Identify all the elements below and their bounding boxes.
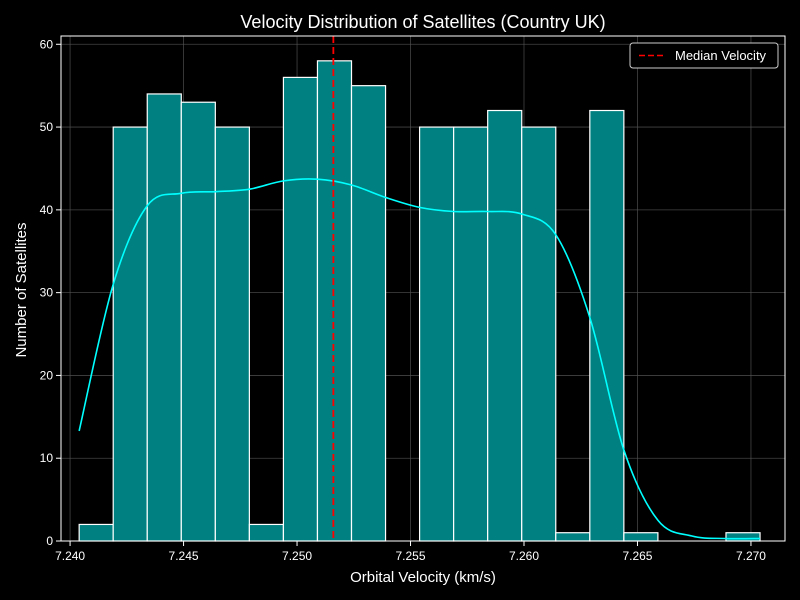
x-tick-label: 7.270 — [736, 549, 766, 563]
legend-box — [629, 42, 779, 69]
histogram-bar — [214, 126, 250, 542]
axes-frame — [60, 35, 786, 542]
histogram-bar — [555, 532, 591, 542]
histogram-bar — [112, 126, 148, 542]
kde-curve — [78, 178, 761, 540]
x-tick-label: 7.260 — [509, 549, 539, 563]
y-tick-label: 0 — [46, 534, 53, 548]
chart-title: Velocity Distribution of Satellites (Cou… — [240, 12, 605, 32]
y-axis-ticks: 0 10 20 30 40 50 60 — [40, 37, 61, 548]
x-tick-label: 7.245 — [169, 549, 199, 563]
y-tick-label: 10 — [40, 451, 54, 465]
histogram-bar — [521, 126, 557, 542]
histogram-bar — [180, 101, 216, 542]
legend: Median Velocity — [629, 42, 779, 69]
histogram-bars — [78, 60, 761, 542]
x-tick-label: 7.255 — [396, 549, 426, 563]
kde-line — [78, 178, 761, 540]
histogram-bar — [146, 93, 182, 542]
x-tick-label: 7.265 — [622, 549, 652, 563]
histogram-bar — [589, 109, 625, 542]
histogram-bar — [725, 532, 761, 542]
x-tick-label: 7.250 — [282, 549, 312, 563]
x-axis-label: Orbital Velocity (km/s) — [350, 569, 496, 586]
histogram-bar — [316, 60, 353, 542]
y-tick-label: 40 — [40, 203, 54, 217]
histogram-bar — [350, 85, 387, 542]
y-axis-label: Number of Satellites — [13, 222, 30, 357]
y-tick-label: 20 — [40, 368, 54, 382]
y-tick-label: 60 — [40, 37, 54, 51]
histogram-bar — [623, 532, 659, 542]
histogram-bar — [248, 523, 285, 542]
x-tick-label: 7.240 — [55, 549, 85, 563]
histogram-bar — [282, 76, 319, 542]
y-tick-label: 50 — [40, 120, 54, 134]
x-axis-ticks: 7.240 7.245 7.250 7.255 7.260 7.265 7.270 — [55, 541, 766, 563]
histogram-bar — [453, 126, 489, 542]
histogram-bar — [418, 126, 455, 542]
histogram-bar — [78, 523, 114, 542]
legend-median-label: Median Velocity — [675, 48, 767, 63]
histogram-bar — [487, 109, 523, 542]
y-tick-label: 30 — [40, 286, 54, 300]
